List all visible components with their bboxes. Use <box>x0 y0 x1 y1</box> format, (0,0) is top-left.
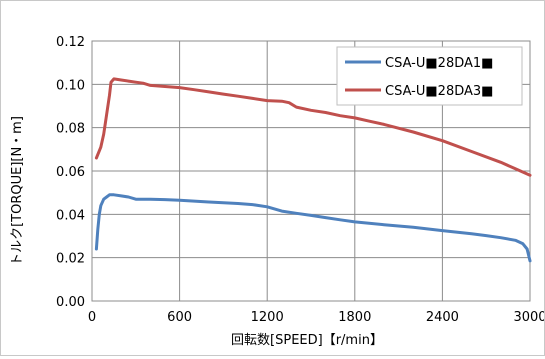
series-line-2 <box>94 77 532 177</box>
y-axis-label: トルク[TORQUE][N・m] <box>10 116 25 266</box>
y-tick-label: 0.12 <box>56 35 85 50</box>
legend: CSA-U■28DA1■ CSA-U■28DA3■ <box>336 46 523 106</box>
x-tick-label: 1800 <box>338 310 371 325</box>
y-tick-label: 0.06 <box>56 165 85 180</box>
x-tick-label: 3000 <box>513 310 544 325</box>
x-tick-label: 600 <box>167 310 192 325</box>
legend-label-series-2: CSA-U■28DA3■ <box>385 84 493 99</box>
x-axis-ticks: 0 600 1200 1800 2400 3000 <box>88 310 545 325</box>
y-tick-label: 0.10 <box>56 78 85 93</box>
x-tick-label: 1200 <box>251 310 284 325</box>
x-axis-label: 回転数[SPEED]【r/min】 <box>231 333 383 348</box>
legend-label-series-1: CSA-U■28DA1■ <box>385 56 493 71</box>
y-tick-label: 0.08 <box>56 122 85 137</box>
y-tick-label: 0.00 <box>56 295 85 310</box>
plot-area <box>91 40 531 302</box>
y-tick-label: 0.02 <box>56 252 85 267</box>
x-tick-label: 0 <box>88 310 96 325</box>
y-axis-ticks: 0.00 0.02 0.04 0.06 0.08 0.10 0.12 <box>56 35 85 310</box>
x-tick-label: 2400 <box>426 310 459 325</box>
y-tick-label: 0.04 <box>56 208 85 223</box>
series-line-1 <box>94 193 532 263</box>
legend-box <box>336 46 523 106</box>
series-lines <box>94 77 532 263</box>
